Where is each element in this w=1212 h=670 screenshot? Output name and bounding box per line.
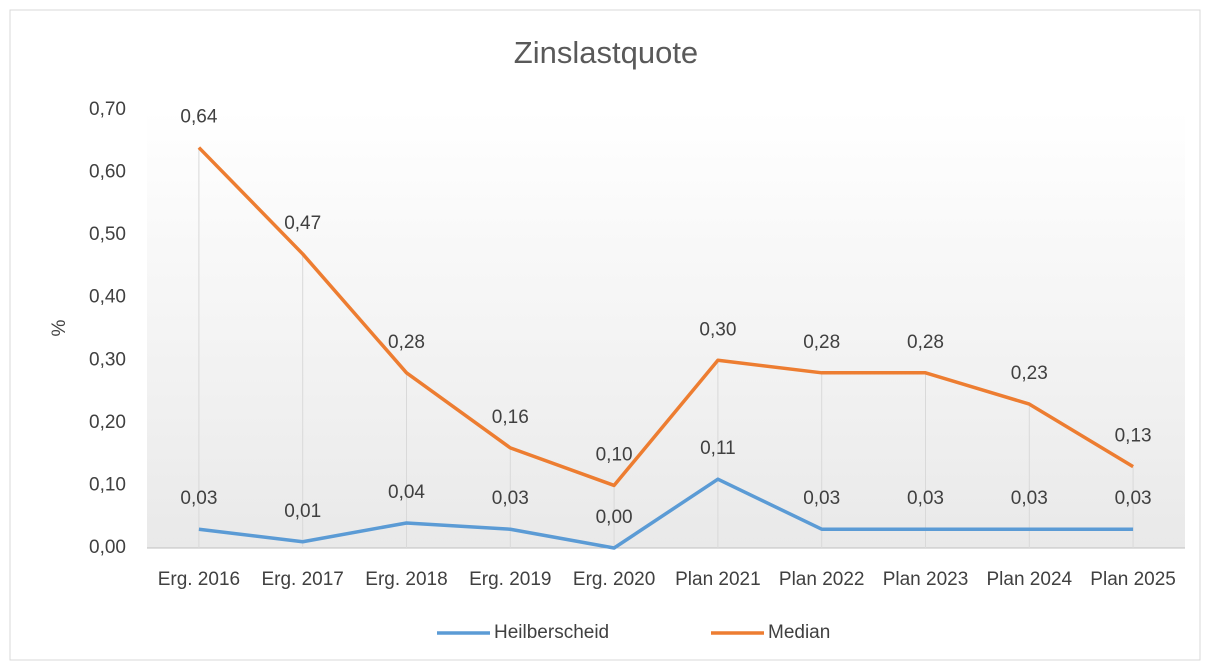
data-label: 0,13 [1115,426,1152,447]
data-label: 0,03 [1115,488,1152,509]
y-tick-label: 0,10 [89,474,126,495]
data-label: 0,47 [284,213,321,234]
x-tick-label: Erg. 2017 [261,569,343,590]
y-tick-label: 0,70 [89,99,126,120]
x-tick-label: Plan 2025 [1090,569,1176,590]
legend-label: Heilberscheid [494,622,609,643]
data-label: 0,03 [180,488,217,509]
legend-label: Median [768,622,830,643]
x-tick-label: Plan 2024 [987,569,1073,590]
data-label: 0,04 [388,482,425,503]
data-label: 0,10 [596,444,633,465]
data-label: 0,16 [492,407,529,428]
y-axis-label: % [49,319,70,336]
x-tick-label: Erg. 2020 [573,569,655,590]
data-label: 0,28 [388,332,425,353]
series-line [198,477,1134,550]
data-label: 0,28 [803,332,840,353]
data-label: 0,28 [907,332,944,353]
y-tick-label: 0,20 [89,412,126,433]
data-label: 0,03 [492,488,529,509]
y-tick-label: 0,40 [89,287,126,308]
x-tick-label: Plan 2021 [675,569,761,590]
x-tick-label: Erg. 2016 [158,569,240,590]
data-label: 0,01 [284,501,321,522]
data-label: 0,30 [699,319,736,340]
x-tick-label: Plan 2022 [779,569,865,590]
x-tick-label: Erg. 2018 [365,569,447,590]
y-tick-label: 0,30 [89,349,126,370]
data-label: 0,00 [596,507,633,528]
data-label: 0,23 [1011,363,1048,384]
y-tick-label: 0,50 [89,224,126,245]
plot-area [147,110,1185,548]
data-label: 0,11 [700,438,736,459]
data-label: 0,03 [907,488,944,509]
chart-title: Zinslastquote [514,35,698,70]
data-label: 0,03 [803,488,840,509]
data-label: 0,03 [1011,488,1048,509]
x-tick-label: Plan 2023 [883,569,969,590]
y-tick-label: 0,00 [89,537,126,558]
x-tick-label: Erg. 2019 [469,569,551,590]
data-label: 0,64 [180,107,217,128]
series-line [197,146,1135,488]
y-tick-label: 0,60 [89,162,126,183]
